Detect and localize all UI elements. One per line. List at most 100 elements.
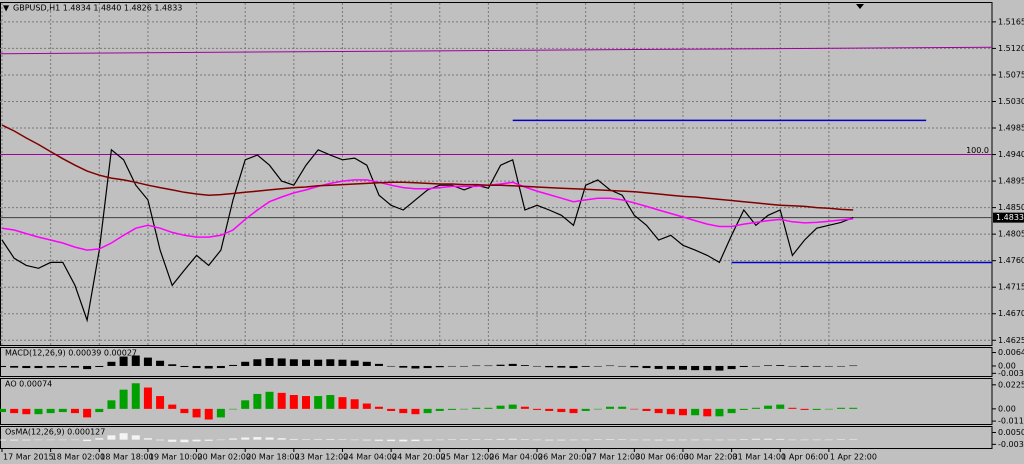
bar [557,439,566,441]
panel-frame [0,347,993,377]
bar [204,365,213,369]
bar [666,365,675,370]
bar [411,439,420,442]
bar [58,408,67,413]
bar [34,365,43,369]
bar [168,364,177,366]
bar [447,408,456,410]
bar [289,394,298,409]
bar [788,365,797,367]
bar [751,438,760,440]
panel [0,355,858,371]
bar [10,439,19,441]
bar [131,435,140,440]
bar [618,439,627,440]
bar [399,439,408,442]
bar [58,439,67,441]
bar [95,438,104,440]
bar [83,365,92,370]
bar [472,365,481,367]
bar [484,407,493,409]
bar [265,391,274,409]
series-line [1,124,854,211]
bar [399,365,408,368]
bar [812,365,821,367]
bar [168,404,177,409]
bar [545,439,554,441]
bar [70,365,79,368]
bar [411,408,420,415]
bar [800,439,809,441]
bar [131,355,140,366]
last-price-label: 1.4833 [996,213,1024,222]
bar [496,405,505,409]
bar [837,407,846,409]
x-tick-label: 26 Mar 20:00 [538,453,591,462]
bar [423,408,432,414]
bar [70,439,79,441]
panel-frame [0,378,993,425]
y-tick-label: 0.00 [998,361,1016,370]
bar [374,363,383,366]
bar [302,359,310,366]
bar [216,408,225,418]
bar [654,365,663,369]
bar [326,438,335,440]
bar [849,439,858,440]
bar [484,439,493,440]
bar [156,396,165,409]
bar [0,365,6,368]
x-tick-label: 1 Apr 06:00 [781,453,828,462]
bar [95,365,104,368]
panel [0,383,858,420]
x-tick-label: 17 Mar 2015 [3,453,54,462]
bar [715,408,724,417]
x-tick-label: 19 Mar 10:00 [149,453,202,462]
bar [703,408,712,417]
bar [192,439,201,442]
bar [289,438,298,440]
bar [435,408,444,411]
y-tick-label: 1.5165 [998,17,1024,26]
bar [630,439,639,441]
bar [435,439,444,441]
bar [46,439,55,441]
bar [350,439,359,441]
bar [374,439,383,441]
bar [435,365,444,368]
bar [472,407,481,409]
bar [229,364,238,366]
bar [520,439,529,441]
bar [387,439,396,442]
x-tick-label: 24 Mar 20:00 [392,453,445,462]
bar [800,408,809,410]
y-tick-label: -0.00328 [998,440,1024,449]
y-tick-label: 1.5075 [998,70,1024,79]
bar [569,365,578,369]
bar [678,439,687,441]
bar [338,439,347,440]
series-line [1,148,854,323]
bar [800,365,809,367]
bar [326,394,335,409]
bar [837,365,846,367]
bar [216,365,225,369]
bar [362,439,371,441]
bar [593,439,602,440]
bar [727,408,736,414]
bar [691,408,700,416]
bar [411,365,420,369]
bar [314,439,323,440]
bar [22,365,31,369]
last-price-box [993,212,1024,223]
bar [204,439,213,441]
x-tick-label: 24 Mar 04:00 [343,453,396,462]
bar [253,359,262,366]
bar [472,439,481,440]
x-tick-label: 20 Mar 18:00 [246,453,299,462]
bar [46,408,55,414]
y-tick-label: -0.00353 [998,369,1024,378]
bar [374,406,383,409]
